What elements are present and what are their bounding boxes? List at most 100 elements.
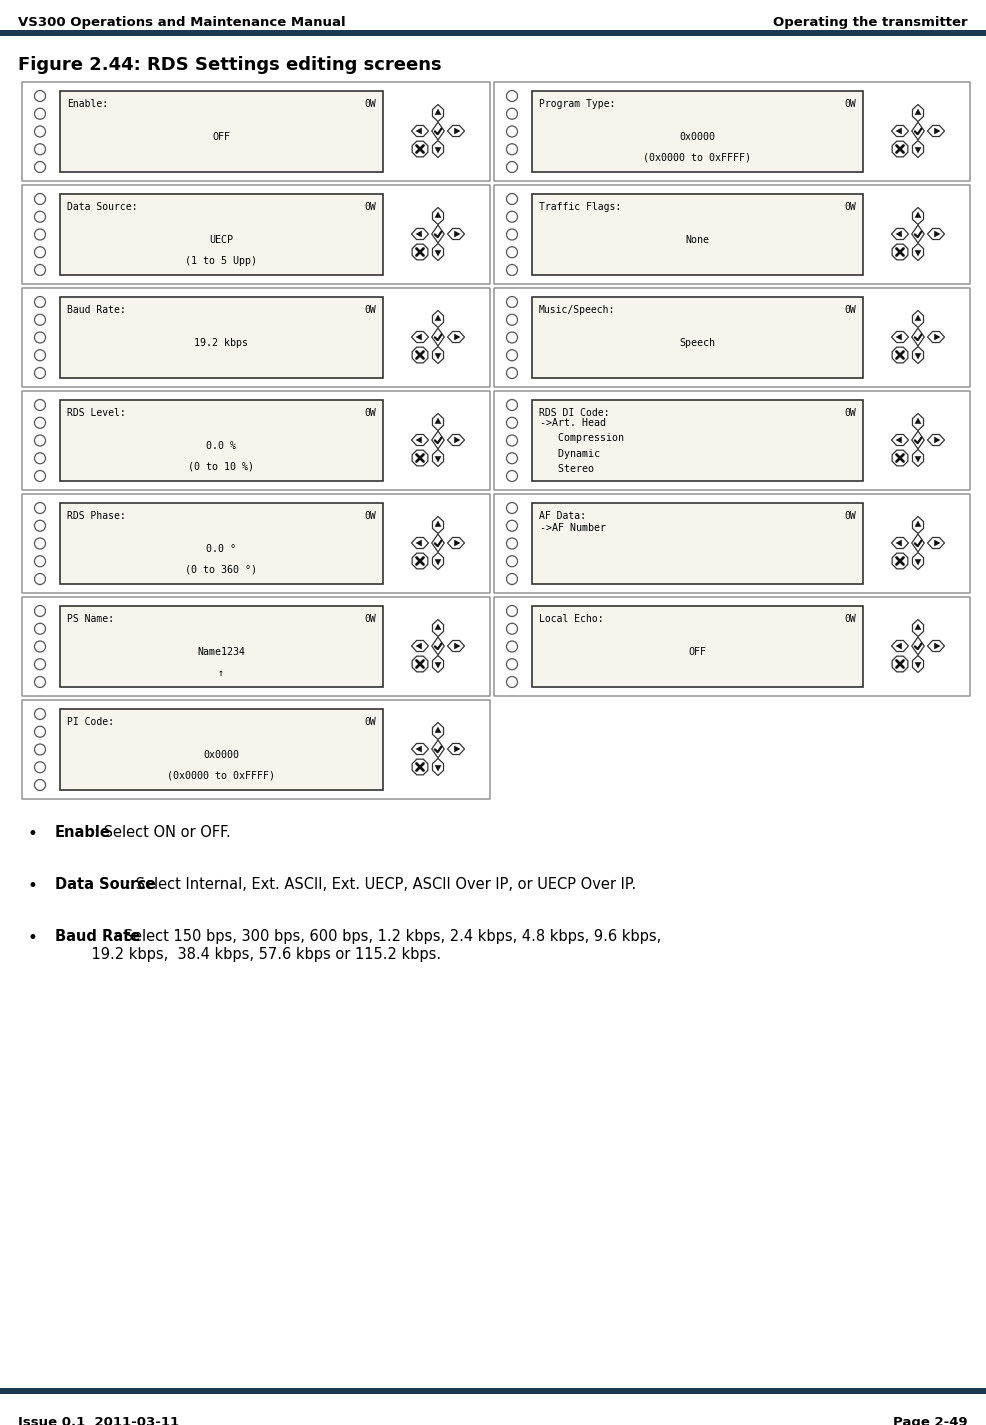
Polygon shape xyxy=(934,436,941,443)
Polygon shape xyxy=(435,663,442,668)
Text: Figure 2.44: RDS Settings editing screens: Figure 2.44: RDS Settings editing screen… xyxy=(18,56,442,74)
Circle shape xyxy=(507,108,518,120)
Polygon shape xyxy=(433,553,444,570)
FancyBboxPatch shape xyxy=(22,390,490,490)
Polygon shape xyxy=(435,315,442,321)
Polygon shape xyxy=(432,123,445,140)
Text: 0W: 0W xyxy=(844,408,856,418)
Circle shape xyxy=(507,265,518,275)
Polygon shape xyxy=(912,620,924,637)
Polygon shape xyxy=(435,147,442,154)
Text: 0W: 0W xyxy=(844,202,856,212)
Polygon shape xyxy=(912,225,924,242)
Polygon shape xyxy=(435,765,442,771)
Text: Speech: Speech xyxy=(679,338,715,348)
Polygon shape xyxy=(915,624,921,630)
Text: (0 to 10 %): (0 to 10 %) xyxy=(188,462,254,472)
Text: Name1234: Name1234 xyxy=(197,647,245,657)
Text: UECP: UECP xyxy=(209,235,233,245)
Text: Enable: Enable xyxy=(55,825,110,839)
Polygon shape xyxy=(455,333,460,341)
Polygon shape xyxy=(415,436,422,443)
Text: OFF: OFF xyxy=(688,647,706,657)
Circle shape xyxy=(35,211,45,222)
Polygon shape xyxy=(411,537,429,549)
Polygon shape xyxy=(892,244,908,259)
Polygon shape xyxy=(435,418,442,423)
Circle shape xyxy=(35,503,45,513)
Polygon shape xyxy=(412,656,428,671)
Polygon shape xyxy=(435,520,442,527)
Polygon shape xyxy=(448,640,464,651)
Text: None: None xyxy=(685,235,709,245)
Circle shape xyxy=(35,779,45,791)
Bar xyxy=(60,296,383,378)
Polygon shape xyxy=(912,328,924,346)
Text: RDS Phase:: RDS Phase: xyxy=(67,512,126,522)
Text: Operating the transmitter: Operating the transmitter xyxy=(773,16,968,28)
Polygon shape xyxy=(411,640,429,651)
Circle shape xyxy=(35,247,45,258)
FancyBboxPatch shape xyxy=(22,597,490,695)
Polygon shape xyxy=(433,722,444,740)
Circle shape xyxy=(507,418,518,429)
Polygon shape xyxy=(448,332,464,342)
Polygon shape xyxy=(892,450,908,466)
Circle shape xyxy=(507,641,518,653)
Polygon shape xyxy=(433,516,444,533)
Polygon shape xyxy=(891,537,908,549)
Polygon shape xyxy=(892,348,908,363)
Polygon shape xyxy=(895,128,902,134)
Polygon shape xyxy=(448,125,464,137)
Polygon shape xyxy=(892,553,908,569)
Polygon shape xyxy=(432,432,445,449)
FancyBboxPatch shape xyxy=(494,597,970,695)
Polygon shape xyxy=(435,624,442,630)
Text: •: • xyxy=(28,825,37,844)
Polygon shape xyxy=(435,456,442,463)
Text: VS300 Operations and Maintenance Manual: VS300 Operations and Maintenance Manual xyxy=(18,16,346,28)
Polygon shape xyxy=(892,141,908,157)
Text: Enable:: Enable: xyxy=(67,98,108,108)
Circle shape xyxy=(35,658,45,670)
Polygon shape xyxy=(912,123,924,140)
Text: 19.2 kbps: 19.2 kbps xyxy=(194,338,248,348)
Text: Data Source: Data Source xyxy=(55,876,156,892)
Bar xyxy=(532,400,863,482)
Circle shape xyxy=(35,606,45,617)
Polygon shape xyxy=(455,436,460,443)
Polygon shape xyxy=(891,228,908,239)
Polygon shape xyxy=(411,744,429,754)
Polygon shape xyxy=(915,147,921,154)
Text: Dynamic: Dynamic xyxy=(540,449,600,459)
Text: 0W: 0W xyxy=(364,614,376,624)
Circle shape xyxy=(35,194,45,205)
Circle shape xyxy=(35,332,45,343)
Circle shape xyxy=(35,539,45,549)
Polygon shape xyxy=(433,656,444,673)
Circle shape xyxy=(507,453,518,463)
Polygon shape xyxy=(912,553,924,570)
Text: Music/Speech:: Music/Speech: xyxy=(539,305,615,315)
Polygon shape xyxy=(912,141,924,158)
Polygon shape xyxy=(891,435,908,446)
FancyBboxPatch shape xyxy=(494,83,970,181)
Text: Baud Rate:: Baud Rate: xyxy=(67,305,126,315)
FancyBboxPatch shape xyxy=(494,494,970,593)
Text: 0W: 0W xyxy=(364,408,376,418)
Text: : Select 150 bps, 300 bps, 600 bps, 1.2 kbps, 2.4 kbps, 4.8 kbps, 9.6 kbps,: : Select 150 bps, 300 bps, 600 bps, 1.2 … xyxy=(113,929,661,943)
Polygon shape xyxy=(934,643,941,650)
Polygon shape xyxy=(412,553,428,569)
Polygon shape xyxy=(415,745,422,752)
Circle shape xyxy=(35,727,45,737)
Text: Local Echo:: Local Echo: xyxy=(539,614,603,624)
Circle shape xyxy=(507,315,518,325)
Text: Baud Rate: Baud Rate xyxy=(55,929,140,943)
Text: : Select Internal, Ext. ASCII, Ext. UECP, ASCII Over IP, or UECP Over IP.: : Select Internal, Ext. ASCII, Ext. UECP… xyxy=(126,876,637,892)
Circle shape xyxy=(35,418,45,429)
Circle shape xyxy=(507,229,518,239)
Polygon shape xyxy=(433,346,444,363)
Bar xyxy=(60,400,383,482)
Circle shape xyxy=(35,556,45,567)
Text: (0x0000 to 0xFFFF): (0x0000 to 0xFFFF) xyxy=(643,152,751,162)
